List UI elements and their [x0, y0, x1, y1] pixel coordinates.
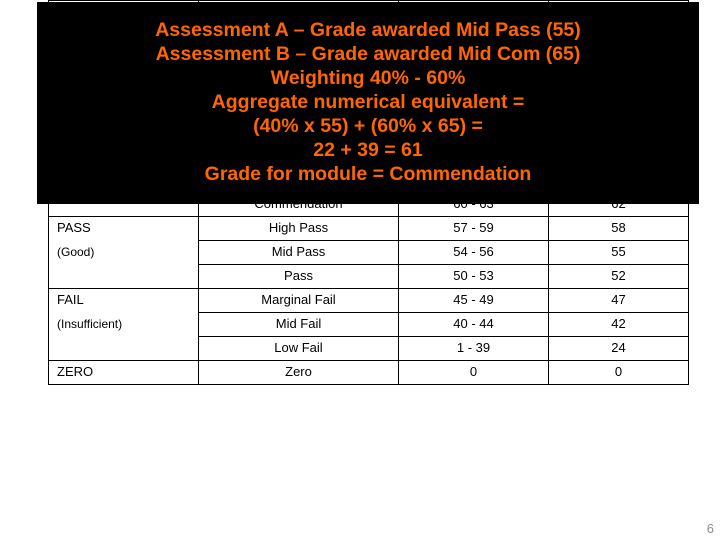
subgrade-range: 54 - 56 [399, 241, 549, 265]
subgrade-label: Low Fail [199, 337, 399, 361]
subgrade-range: 57 - 59 [399, 217, 549, 241]
grade-title: PASS [57, 221, 192, 236]
grade-category-cell: FAIL (Insufficient) [49, 289, 199, 361]
subgrade-label: Zero [199, 361, 399, 385]
overlay-line: (40% x 55) + (60% x 65) = [55, 115, 681, 139]
subgrade-range: 40 - 44 [399, 313, 549, 337]
grade-title: FAIL [57, 293, 192, 308]
subgrade-range: 1 - 39 [399, 337, 549, 361]
subgrade-equivalent: 47 [549, 289, 689, 313]
page-number: 6 [707, 521, 714, 536]
table-row: FAIL(Insufficient)Marginal Fail45 - 4947 [49, 289, 689, 313]
overlay-line: Aggregate numerical equivalent = [55, 91, 681, 115]
subgrade-label: Mid Fail [199, 313, 399, 337]
calculation-overlay: Assessment A – Grade awarded Mid Pass (5… [37, 2, 699, 204]
grade-category-cell: PASS (Good) [49, 217, 199, 289]
overlay-line: Assessment B – Grade awarded Mid Com (65… [55, 43, 681, 67]
subgrade-label: Mid Pass [199, 241, 399, 265]
subgrade-range: 0 [399, 361, 549, 385]
subgrade-label: High Pass [199, 217, 399, 241]
subgrade-range: 50 - 53 [399, 265, 549, 289]
subgrade-equivalent: 55 [549, 241, 689, 265]
subgrade-label: Pass [199, 265, 399, 289]
table-row: ZEROZero00 [49, 361, 689, 385]
grade-category-cell: ZERO [49, 361, 199, 385]
grade-description: (Insufficient) [57, 318, 192, 332]
overlay-line: 22 + 39 = 61 [55, 139, 681, 163]
subgrade-equivalent: 42 [549, 313, 689, 337]
subgrade-equivalent: 52 [549, 265, 689, 289]
subgrade-range: 45 - 49 [399, 289, 549, 313]
table-row: PASS(Good)High Pass57 - 5958 [49, 217, 689, 241]
overlay-line: Weighting 40% - 60% [55, 67, 681, 91]
grade-title: ZERO [57, 365, 192, 380]
subgrade-equivalent: 0 [549, 361, 689, 385]
grade-description: (Good) [57, 246, 192, 260]
subgrade-label: Marginal Fail [199, 289, 399, 313]
overlay-line: Grade for module = Commendation [55, 163, 681, 187]
subgrade-equivalent: 58 [549, 217, 689, 241]
subgrade-equivalent: 24 [549, 337, 689, 361]
overlay-line: Assessment A – Grade awarded Mid Pass (5… [55, 19, 681, 43]
